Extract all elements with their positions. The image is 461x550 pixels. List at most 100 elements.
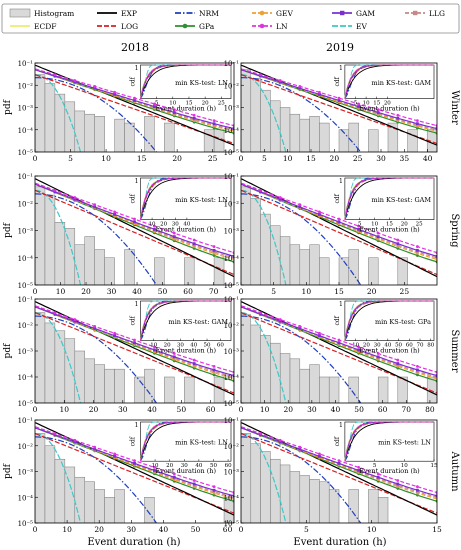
legend-label-gpa: GPa xyxy=(199,22,215,31)
panel-winter-2018: 10⁻¹ 10⁻² 10⁻³ 10⁻⁴ 10⁻⁵0 5 10 15 20 25 pdf 1 cdf 5 10… xyxy=(3,60,235,163)
pdf-marker-gam xyxy=(416,368,419,372)
pdf-marker-gam xyxy=(172,355,176,359)
pdf-marker-llg xyxy=(416,250,419,254)
histogram-bar xyxy=(241,69,252,152)
x-tick-label: 80 xyxy=(425,405,435,414)
x-tick-label: 40 xyxy=(423,154,433,163)
y-tick-label: 10⁻² xyxy=(224,82,240,90)
x-tick-label: 20 xyxy=(89,405,99,414)
pdf-marker-llg xyxy=(212,250,216,254)
pdf-marker-ln xyxy=(357,102,360,106)
legend-marker-gev xyxy=(259,10,265,16)
pdf-marker-gam xyxy=(416,122,419,126)
inset-x-tick-label: 60 xyxy=(225,463,232,469)
histogram-bar xyxy=(260,213,271,285)
y-tick-label: 10⁻² xyxy=(224,322,240,330)
histogram-bar xyxy=(44,445,56,523)
y-axis-label: pdf xyxy=(3,222,13,238)
x-tick-label: 0 xyxy=(33,154,38,163)
histogram-bar xyxy=(289,113,301,152)
ks-test-annotation: min KS-test: GAM xyxy=(169,318,229,326)
y-axis-label: pdf xyxy=(3,463,13,479)
histogram-bar xyxy=(397,257,408,285)
pdf-marker-gpa xyxy=(416,493,419,497)
pdf-marker-ln xyxy=(259,432,262,435)
y-tick-label: 10⁻⁴ xyxy=(224,374,240,382)
cdf-curve-gam xyxy=(140,64,231,99)
histogram-bar xyxy=(377,376,389,403)
histogram-bar xyxy=(289,244,301,285)
pdf-marker-gpa xyxy=(396,247,400,250)
pdf-marker-ln xyxy=(153,345,156,349)
pdf-marker-ln xyxy=(396,113,400,117)
inset-x-tick-label: 70 xyxy=(417,343,424,349)
pdf-curve-nrm xyxy=(35,315,158,403)
inset-x-tick-label: 15 xyxy=(431,463,438,469)
histogram xyxy=(241,186,408,285)
inset-cdf: 1 cdf 5 10 15 Event duration (h) min KS-test: … xyxy=(334,421,438,475)
pdf-marker-ln xyxy=(172,472,176,476)
histogram xyxy=(241,433,389,523)
x-tick-label: 50 xyxy=(191,525,201,534)
y-tick-label: 10⁻² xyxy=(224,443,240,451)
x-tick-label: 40 xyxy=(159,525,169,534)
column-title-2019: 2019 xyxy=(326,41,354,54)
pdf-marker-gpa xyxy=(192,247,196,250)
y-tick-label: 10⁻⁴ xyxy=(18,374,34,382)
ks-test-annotation: min KS-test: LN xyxy=(175,196,228,204)
pdf-curve-nrm xyxy=(35,436,158,523)
inset-x-tick-label: 5 xyxy=(373,463,377,469)
legend-label-ln: LN xyxy=(276,22,288,31)
histogram-bar xyxy=(241,433,252,523)
legend-marker-gam xyxy=(340,10,345,16)
legend-swatch-histogram xyxy=(9,8,31,18)
pdf-marker-gam xyxy=(318,92,321,96)
pdf-marker-gam xyxy=(435,494,437,498)
y-tick-label: 10⁻⁵ xyxy=(224,400,240,408)
pdf-marker-ln xyxy=(212,485,216,489)
pdf-curve-exp xyxy=(35,64,234,146)
y-axis-label: pdf xyxy=(3,99,13,115)
inset-x-label: Event duration (h) xyxy=(359,467,420,475)
pdf-marker-gam xyxy=(318,334,321,338)
pdf-marker-gam xyxy=(357,468,360,472)
pdf-marker-ln xyxy=(212,245,216,248)
pdf-marker-gam xyxy=(172,475,176,479)
inset-x-tick-label: 40 xyxy=(195,463,202,469)
ks-test-annotation: min KS-test: LN xyxy=(175,439,228,447)
x-tick-label: 10 xyxy=(283,154,293,163)
pdf-marker-gam xyxy=(232,494,234,498)
inset-y-tick-label: 1 xyxy=(135,65,139,72)
pdf-marker-ln xyxy=(53,311,57,315)
inset-frame xyxy=(140,300,232,341)
histogram-bar xyxy=(299,118,310,152)
inset-x-tick-label: 25 xyxy=(218,101,225,107)
pdf-marker-ln xyxy=(278,438,282,442)
y-tick-label: 10⁻² xyxy=(18,443,34,451)
legend-label-gam: GAM xyxy=(356,9,375,18)
x-tick-label: 40 xyxy=(132,287,142,296)
histogram-bar xyxy=(250,78,261,152)
y-axis-label: pdf xyxy=(3,343,13,359)
histogram-bar xyxy=(260,89,271,152)
panel-spring-2019: 10⁻¹ 10⁻² 10⁻³ 10⁻⁴ 10⁻⁵0 5 10 15 20 25 Spring 1 cdf… xyxy=(224,173,460,296)
pdf-curve-gev xyxy=(35,427,234,500)
histogram-bar xyxy=(44,83,56,152)
y-tick-label: 10⁻³ xyxy=(18,105,34,113)
pdf-marker-gam xyxy=(298,205,302,209)
inset-y-label: cdf xyxy=(129,76,136,86)
histogram-bar xyxy=(35,312,46,403)
pdf-marker-gam xyxy=(153,105,156,108)
inset-x-tick-label: 50 xyxy=(204,343,211,349)
x-tick-label: 40 xyxy=(331,405,341,414)
histogram-bar xyxy=(299,475,310,523)
inset-x-tick-label: 60 xyxy=(406,343,413,349)
inset-x-tick-label: 20 xyxy=(164,343,171,349)
y-tick-label: 10⁻¹ xyxy=(224,173,240,181)
histogram-bar xyxy=(44,322,56,403)
inset-x-tick-label: 15 xyxy=(386,222,393,228)
ks-test-annotation: min KS-test: GAM xyxy=(372,196,432,204)
